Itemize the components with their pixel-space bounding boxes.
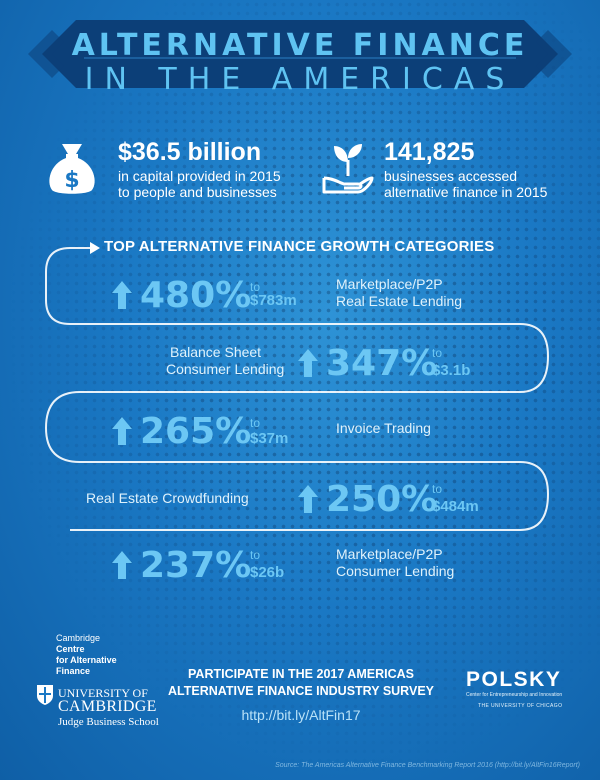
polsky-logo: POLSKY (466, 668, 562, 691)
growth-amount-1: $783m (250, 292, 297, 309)
cambridge-centre-line-3: for Alternative (56, 655, 117, 665)
stat-businesses-value: 141,825 (384, 138, 475, 166)
growth-amount-5: $26b (250, 564, 285, 581)
growth-to-5: to (250, 548, 261, 562)
growth-category-5-line-2: Consumer Lending (336, 563, 455, 579)
polsky-university: THE UNIVERSITY OF CHICAGO (478, 703, 563, 709)
stat-businesses-line-2: alternative finance in 2015 (384, 184, 548, 200)
growth-amount-2: $3.1b (432, 362, 471, 379)
source-citation: Source: The Americas Alternative Finance… (275, 762, 580, 769)
plant-hands-icon (322, 144, 374, 194)
university-line-1: UNIVERSITY OF (58, 686, 148, 700)
growth-amount-4: $484m (432, 498, 479, 515)
growth-to-2: to (432, 346, 443, 360)
up-arrow-icon (112, 551, 132, 579)
stat-capital-line-1: in capital provided in 2015 (118, 168, 281, 184)
money-bag-icon: $ (49, 144, 95, 194)
growth-category-2-line-2: Consumer Lending (166, 361, 285, 377)
growth-category-1-line-2: Real Estate Lending (336, 293, 463, 309)
up-arrow-icon (112, 281, 132, 309)
stat-businesses: 141,825 businesses accessed alternative … (318, 138, 588, 208)
growth-percent-5: 237% (140, 545, 252, 586)
growth-category-3-line-1: Invoice Trading (336, 420, 431, 436)
title-line-2: IN THE AMERICAS (84, 62, 516, 97)
growth-category-2-line-1: Balance Sheet (170, 344, 262, 360)
growth-category-5-line-1: Marketplace/P2P (336, 546, 443, 562)
growth-amount-3: $37m (250, 430, 289, 447)
growth-category-4-line-1: Real Estate Crowdfunding (86, 490, 249, 506)
growth-to-4: to (432, 482, 443, 496)
cambridge-centre-logo: Cambridge Centre for Alternative Finance (56, 633, 117, 677)
cambridge-centre-line-4: Finance (56, 666, 91, 676)
stat-businesses-line-1: businesses accessed (384, 168, 518, 184)
growth-category-1-line-1: Marketplace/P2P (336, 276, 443, 292)
growth-percent-4: 250% (326, 479, 438, 520)
university-line-2: CAMBRIDGE (58, 698, 157, 715)
up-arrow-icon (112, 417, 132, 445)
stat-capital-value: $36.5 billion (118, 138, 262, 166)
growth-to-3: to (250, 416, 261, 430)
stat-capital: $ $36.5 billion in capital provided in 2… (42, 138, 312, 208)
svg-text:$: $ (64, 168, 79, 193)
up-arrow-icon (298, 349, 318, 377)
cambridge-centre-line-1: Cambridge (56, 633, 101, 643)
cambridge-crest-icon (37, 685, 53, 705)
up-arrow-icon (298, 485, 318, 513)
polsky-subtitle: Center for Entrepreneurship and Innovati… (466, 692, 563, 698)
title-line-1: ALTERNATIVE FINANCE (71, 28, 529, 63)
stat-capital-line-2: to people and businesses (118, 184, 277, 200)
survey-cta-line-1: PARTICIPATE IN THE 2017 AMERICAS (188, 667, 414, 681)
cambridge-centre-line-2: Centre (56, 644, 85, 654)
survey-link[interactable]: http://bit.ly/AltFin17 (241, 707, 361, 723)
growth-percent-1: 480% (140, 275, 252, 316)
title-banner: ALTERNATIVE FINANCE IN THE AMERICAS (28, 6, 572, 102)
growth-to-1: to (250, 280, 261, 294)
university-line-3: Judge Business School (58, 716, 159, 728)
growth-percent-2: 347% (326, 343, 438, 384)
growth-heading: TOP ALTERNATIVE FINANCE GROWTH CATEGORIE… (104, 238, 495, 255)
growth-percent-3: 265% (140, 411, 252, 452)
survey-cta-line-2: ALTERNATIVE FINANCE INDUSTRY SURVEY (168, 684, 434, 698)
banner-shape (28, 20, 572, 88)
